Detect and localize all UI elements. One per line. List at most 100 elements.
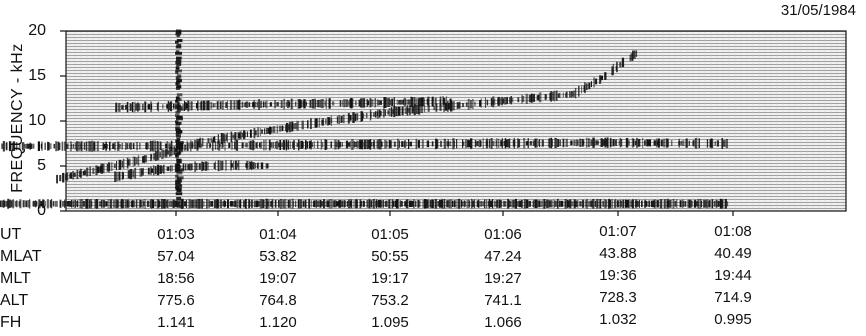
trace-mark (257, 127, 259, 138)
trace-mark (40, 201, 43, 207)
trace-mark (716, 140, 719, 147)
trace-mark (79, 199, 82, 209)
trace-mark (583, 140, 585, 145)
trace-mark (212, 103, 215, 108)
trace-mark (1, 200, 4, 208)
trace-mark (417, 199, 419, 208)
trace-mark (133, 200, 136, 208)
trace-mark (584, 82, 586, 94)
trace-mark (607, 137, 609, 148)
trace-mark (725, 199, 727, 209)
trace-mark (176, 177, 182, 181)
trace-mark (338, 115, 340, 125)
trace-mark (63, 141, 67, 151)
trace-mark (637, 200, 639, 207)
trace-mark (553, 90, 555, 102)
trace-mark (193, 199, 196, 208)
trace-mark (492, 96, 495, 108)
trace-mark (27, 143, 30, 149)
trace-mark (614, 199, 617, 209)
trace-mark (203, 101, 206, 110)
trace-mark (253, 128, 256, 139)
trace-mark (336, 201, 339, 207)
trace-mark (153, 165, 155, 176)
ephemeris-cell-mlat: 47.24 (484, 248, 522, 265)
trace-mark (664, 199, 667, 209)
trace-mark (89, 166, 91, 176)
trace-mark (604, 199, 606, 209)
trace-mark (398, 140, 400, 148)
trace-mark (559, 139, 561, 147)
trace-mark (390, 140, 392, 149)
trace-mark (301, 120, 304, 130)
trace-mark (588, 82, 591, 90)
trace-mark (134, 101, 136, 113)
trace-mark (207, 138, 210, 144)
ephemeris-cell-ut: 01:05 (371, 226, 409, 243)
trace-mark (322, 98, 324, 109)
trace-mark (168, 147, 171, 157)
trace-mark (176, 39, 183, 43)
trace-mark (490, 138, 493, 149)
trace-mark (289, 199, 292, 209)
trace-mark (117, 143, 119, 150)
trace-band-7khz (1, 137, 728, 152)
trace-mark (156, 102, 159, 111)
trace-mark (492, 199, 494, 209)
ephemeris-cell-mlat: 40.49 (714, 245, 752, 262)
trace-mark (186, 142, 189, 151)
trace-mark (175, 114, 180, 118)
trace-mark (410, 141, 412, 147)
trace-mark (45, 201, 47, 207)
trace-mark (557, 93, 560, 98)
trace-mark (232, 134, 235, 139)
trace-mark (176, 160, 182, 164)
trace-mark (72, 170, 75, 180)
trace-mark (127, 170, 130, 179)
trace-mark (382, 199, 384, 208)
trace-mark (269, 126, 272, 134)
trace-mark (714, 141, 716, 146)
trace-mark (100, 163, 103, 174)
trace-mark (669, 199, 671, 208)
trace-mark (18, 142, 21, 150)
trace-mark (110, 199, 112, 209)
trace-mark (337, 140, 340, 150)
trace-mark (579, 201, 582, 207)
trace-mark (264, 128, 266, 135)
trace-mark (320, 139, 322, 150)
trace-mark (611, 65, 614, 75)
trace-mark (325, 98, 327, 109)
ephemeris-cell-mlt: 19:17 (371, 270, 409, 287)
trace-mark (451, 102, 453, 110)
trace-mark (121, 161, 124, 168)
trace-mark (240, 200, 242, 208)
trace-mark (450, 199, 452, 209)
trace-mark (224, 140, 226, 151)
trace-mark (182, 198, 184, 209)
trace-mark (488, 139, 491, 148)
trace-mark (347, 100, 350, 106)
trace-mark (82, 171, 85, 176)
trace-mark (369, 198, 371, 209)
trace-mark (672, 199, 675, 209)
trace-mark (346, 201, 348, 207)
trace-mark (494, 200, 496, 207)
trace-mark (150, 168, 154, 173)
trace-mark (527, 138, 529, 149)
trace-mark (289, 141, 291, 149)
trace-mark (685, 201, 687, 207)
trace-mark (334, 200, 336, 208)
trace-mark (505, 97, 508, 105)
trace-mark (175, 120, 179, 124)
trace-mark (283, 199, 286, 209)
trace-mark (465, 102, 468, 107)
row-label-alt: ALT (0, 292, 29, 309)
trace-mark (139, 200, 142, 208)
trace-mark (592, 198, 595, 209)
trace-mark (582, 200, 585, 208)
trace-mark (565, 138, 568, 147)
trace-mark (168, 143, 171, 149)
trace-mark (336, 116, 339, 124)
trace-mark (585, 200, 588, 208)
